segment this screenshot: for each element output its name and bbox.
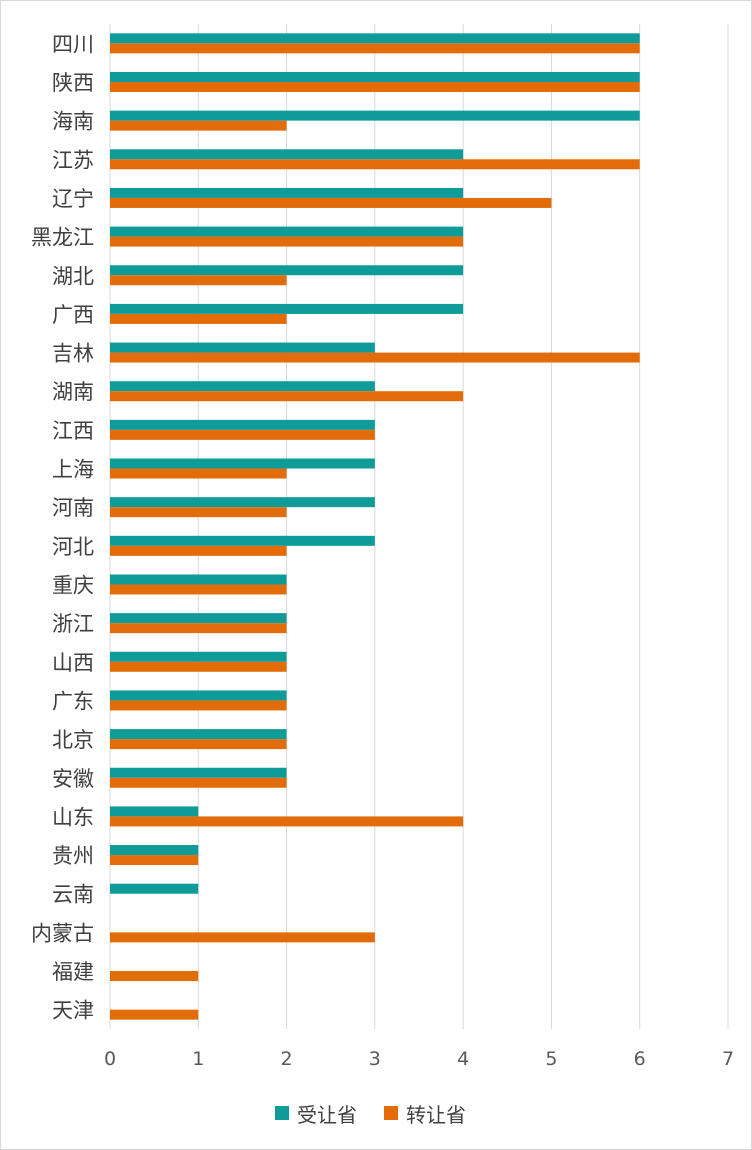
- bar-series-1: [110, 33, 640, 44]
- category-label: 江苏: [52, 148, 94, 172]
- category-label: 贵州: [52, 844, 94, 868]
- category-label: 湖北: [52, 264, 94, 288]
- bar-series-2: [110, 391, 464, 402]
- category-label: 陕西: [52, 71, 94, 95]
- x-tick-label: 2: [281, 1048, 293, 1070]
- bar-series-1: [110, 729, 287, 740]
- category-label: 海南: [52, 110, 94, 134]
- bar-series-2: [110, 584, 287, 595]
- category-labels: 四川陕西海南江苏辽宁黑龙江湖北广西吉林湖南江西上海河南河北重庆浙江山西广东北京安…: [31, 32, 94, 1022]
- bar-series-1: [110, 535, 375, 546]
- bar-series-1: [110, 265, 464, 276]
- x-axis-tick-labels: 0 1 2 3 4 5 6 7: [104, 1048, 734, 1070]
- bar-series-2: [110, 43, 640, 54]
- bar-series-2: [110, 816, 464, 827]
- x-tick-label: 3: [369, 1048, 381, 1070]
- bar-series-1: [110, 574, 287, 585]
- legend-item-1: 受让省: [275, 1103, 357, 1127]
- x-tick-label: 0: [104, 1048, 116, 1070]
- legend: 受让省 转让省: [275, 1103, 466, 1127]
- category-label: 上海: [52, 458, 94, 482]
- category-label: 云南: [52, 883, 94, 907]
- bar-series-1: [110, 303, 464, 314]
- bar-series-2: [110, 739, 287, 750]
- legend-swatch: [275, 1106, 289, 1120]
- bar-series-1: [110, 613, 287, 624]
- category-label: 四川: [52, 32, 94, 56]
- bar-series-1: [110, 845, 199, 856]
- bar-series-2: [110, 623, 287, 634]
- bar-series-2: [110, 236, 464, 247]
- category-label: 山东: [52, 805, 94, 829]
- bar-series-1: [110, 187, 464, 198]
- bar-series-1: [110, 110, 640, 121]
- bar-series-2: [110, 468, 287, 479]
- bar-series-2: [110, 545, 287, 556]
- category-label: 黑龙江: [31, 226, 94, 250]
- x-tick-label: 7: [722, 1048, 734, 1070]
- category-label: 内蒙古: [31, 921, 94, 945]
- bar-series-1: [110, 806, 199, 817]
- bar-series-2: [110, 275, 287, 286]
- category-label: 天津: [52, 999, 94, 1023]
- category-label: 广西: [52, 303, 94, 327]
- gridlines: [109, 24, 729, 1029]
- legend-label: 受让省: [297, 1103, 357, 1127]
- bar-series-2: [110, 429, 375, 440]
- category-label: 辽宁: [52, 187, 94, 211]
- bar-series-1: [110, 497, 375, 508]
- bar-series-2: [110, 661, 287, 672]
- category-label: 福建: [52, 960, 94, 984]
- bar-series-1: [110, 458, 375, 469]
- bar-series-2: [110, 197, 552, 208]
- bar-series-2: [110, 932, 375, 943]
- category-label: 河南: [52, 496, 94, 520]
- bar-series-1: [110, 419, 375, 430]
- category-label: 广东: [52, 689, 94, 713]
- bar-series-1: [110, 71, 640, 82]
- category-label: 安徽: [52, 767, 94, 791]
- category-label: 浙江: [52, 612, 94, 636]
- category-label: 北京: [52, 728, 94, 752]
- legend-swatch: [384, 1106, 398, 1120]
- bar-series-1: [110, 690, 287, 701]
- bar-series-2: [110, 352, 640, 363]
- x-tick-label: 4: [457, 1048, 469, 1070]
- bar-series-2: [110, 777, 287, 788]
- bar-series-1: [110, 381, 375, 392]
- bar-series-1: [110, 226, 464, 237]
- legend-label: 转让省: [406, 1103, 466, 1127]
- bar-series-2: [110, 507, 287, 518]
- category-label: 湖南: [52, 380, 94, 404]
- category-label: 江西: [52, 419, 94, 443]
- bar-series-2: [110, 1009, 199, 1020]
- bar-series-2: [110, 120, 287, 131]
- bar-series-1: [110, 342, 375, 353]
- bar-series-1: [110, 883, 199, 894]
- bar-series-2: [110, 855, 199, 866]
- bar-series-2: [110, 159, 640, 170]
- x-tick-label: 5: [545, 1048, 557, 1070]
- bar-series-2: [110, 700, 287, 711]
- bar-series-2: [110, 971, 199, 982]
- category-label: 山西: [52, 651, 94, 675]
- bar-series-1: [110, 767, 287, 778]
- x-tick-label: 1: [192, 1048, 204, 1070]
- x-tick-label: 6: [634, 1048, 646, 1070]
- legend-item-2: 转让省: [384, 1103, 466, 1127]
- bar-series-1: [110, 149, 464, 160]
- bars: [110, 33, 640, 1020]
- category-label: 重庆: [52, 573, 94, 597]
- category-label: 河北: [52, 535, 94, 559]
- bar-series-2: [110, 313, 287, 324]
- bar-series-1: [110, 651, 287, 662]
- category-label: 吉林: [52, 342, 94, 366]
- bar-series-2: [110, 81, 640, 92]
